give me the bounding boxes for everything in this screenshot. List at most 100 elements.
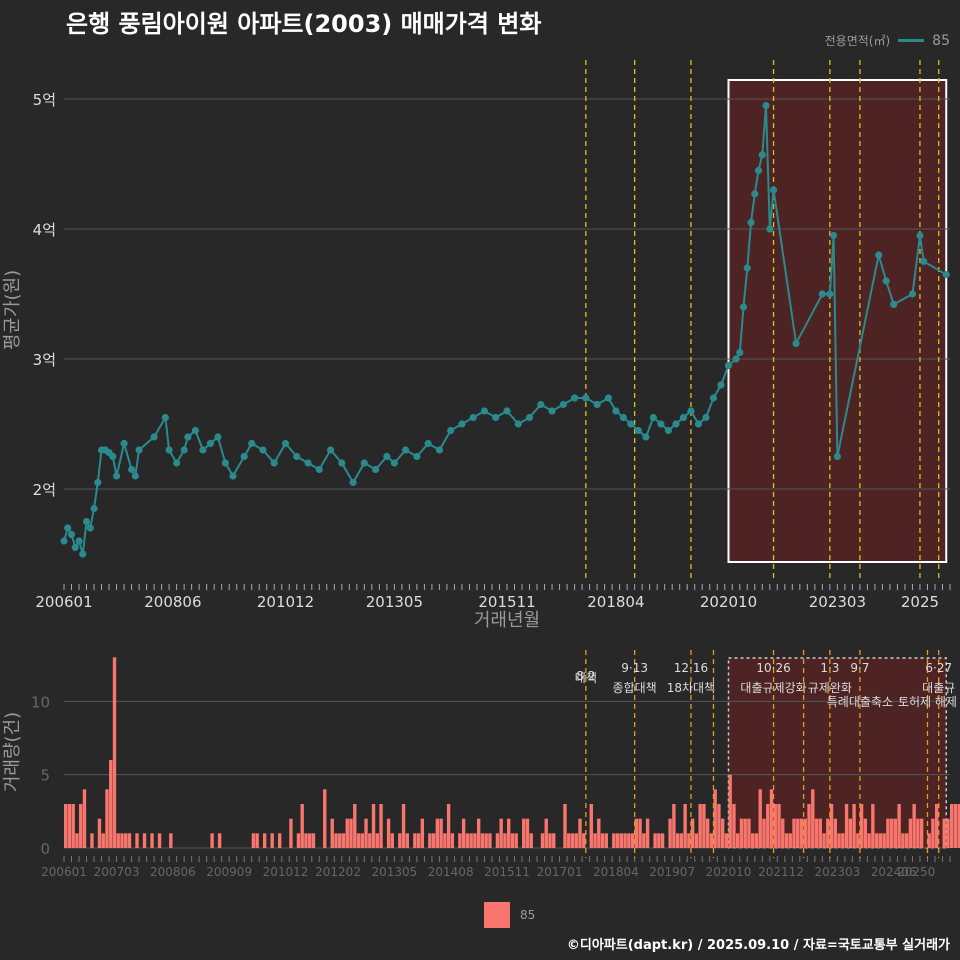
price-point bbox=[687, 407, 695, 415]
volume-bar bbox=[67, 804, 72, 848]
volume-bar bbox=[927, 833, 931, 848]
volume-bar bbox=[476, 818, 481, 848]
event-name-label: 대출규 bbox=[922, 681, 955, 695]
volume-bar bbox=[814, 818, 819, 848]
price-point bbox=[86, 524, 94, 532]
volume-bar bbox=[124, 833, 128, 848]
price-point bbox=[724, 361, 733, 370]
y-tick-label-bottom: 0 bbox=[40, 840, 50, 858]
volume-bar bbox=[499, 818, 503, 848]
price-point bbox=[259, 446, 267, 454]
highlight-box-bottom bbox=[727, 657, 947, 849]
volume-bar bbox=[323, 789, 327, 848]
volume-bar bbox=[503, 833, 507, 848]
price-point bbox=[758, 151, 766, 159]
volume-bar bbox=[638, 818, 642, 848]
volume-bar bbox=[597, 818, 601, 848]
event-date-label: 10·26 bbox=[756, 661, 790, 675]
price-point bbox=[349, 478, 357, 487]
volume-bar bbox=[435, 818, 440, 848]
volume-bar bbox=[600, 833, 605, 848]
x-tick-label-top: 202010 bbox=[700, 593, 757, 611]
volume-bar bbox=[615, 833, 620, 848]
volume-bar bbox=[431, 833, 436, 848]
price-point bbox=[908, 290, 917, 298]
volume-bar bbox=[300, 804, 304, 848]
price-point bbox=[514, 420, 522, 428]
legend-bar-label: 85 bbox=[520, 908, 536, 922]
volume-bar bbox=[529, 833, 533, 848]
volume-bar bbox=[766, 804, 770, 848]
volume-bar bbox=[461, 818, 466, 848]
price-point bbox=[383, 452, 391, 461]
x-tick-label-bottom: 201305 bbox=[371, 865, 417, 879]
volume-bar bbox=[262, 833, 267, 848]
price-point bbox=[240, 452, 248, 461]
volume-bar bbox=[852, 804, 856, 848]
volume-bar bbox=[769, 789, 774, 848]
volume-bar bbox=[360, 833, 364, 848]
price-point bbox=[270, 459, 278, 467]
y-axis-title-top: 평균가(원) bbox=[2, 270, 23, 350]
volume-bar bbox=[953, 804, 958, 848]
price-point bbox=[612, 407, 620, 415]
volume-bar bbox=[604, 833, 608, 848]
price-point bbox=[338, 459, 346, 467]
volume-bar bbox=[811, 789, 815, 848]
x-tick-label-bottom: 200909 bbox=[206, 865, 252, 879]
volume-bar bbox=[150, 833, 154, 848]
volume-bar bbox=[416, 833, 421, 848]
price-point bbox=[503, 407, 511, 415]
y-tick-label-top: 5억 bbox=[33, 91, 56, 109]
volume-bar bbox=[844, 804, 849, 848]
volume-bar bbox=[901, 833, 905, 848]
x-tick-label-top: 201305 bbox=[366, 593, 423, 611]
volume-bar bbox=[886, 818, 890, 848]
x-tick-label-top: 200806 bbox=[144, 593, 201, 611]
volume-bar bbox=[120, 833, 124, 848]
volume-bar bbox=[668, 818, 672, 848]
x-tick-label-bottom: 201804 bbox=[593, 865, 639, 879]
price-point bbox=[304, 459, 312, 467]
volume-bar bbox=[90, 833, 94, 848]
volume-bar bbox=[379, 804, 383, 848]
legend-top: 전용면적(㎡) 85 bbox=[825, 32, 950, 49]
volume-bar bbox=[934, 804, 939, 848]
volume-bar bbox=[762, 818, 766, 848]
volume-bar bbox=[950, 804, 954, 848]
volume-bar bbox=[743, 818, 747, 848]
volume-bar bbox=[957, 804, 960, 848]
volume-bar bbox=[739, 818, 744, 848]
volume-bar bbox=[439, 818, 443, 848]
price-point bbox=[751, 190, 759, 198]
volume-bar bbox=[71, 804, 75, 848]
event-name-label: 특례대출축소 bbox=[827, 695, 893, 709]
volume-bar bbox=[709, 833, 714, 848]
volume-bar bbox=[694, 833, 699, 848]
x-tick-label-top: 201804 bbox=[587, 593, 644, 611]
price-point bbox=[525, 413, 534, 422]
y-tick-label-top: 3억 bbox=[33, 351, 56, 369]
x-tick-label-bottom: 200601 bbox=[41, 865, 87, 879]
y-tick-label-bottom: 10 bbox=[31, 693, 50, 711]
volume-bar bbox=[465, 833, 470, 848]
x-axis-title-top: 거래년월 bbox=[474, 610, 540, 631]
volume-bar bbox=[112, 657, 117, 848]
volume-bar bbox=[277, 833, 282, 848]
volume-bar bbox=[142, 833, 147, 848]
volume-bar bbox=[480, 833, 485, 848]
price-point bbox=[582, 394, 590, 402]
volume-bar bbox=[645, 818, 650, 848]
price-point bbox=[199, 446, 207, 454]
volume-bar bbox=[289, 818, 293, 848]
volume-bar bbox=[345, 818, 349, 848]
volume-bar bbox=[946, 818, 950, 848]
volume-bar bbox=[848, 818, 853, 848]
volume-bar bbox=[522, 818, 526, 848]
volume-bar bbox=[784, 833, 789, 848]
volume-bar bbox=[458, 833, 462, 848]
volume-bar bbox=[642, 833, 646, 848]
volume-bar bbox=[270, 833, 274, 848]
volume-bar bbox=[683, 804, 687, 848]
event-date-label: 9·13 bbox=[621, 661, 648, 675]
